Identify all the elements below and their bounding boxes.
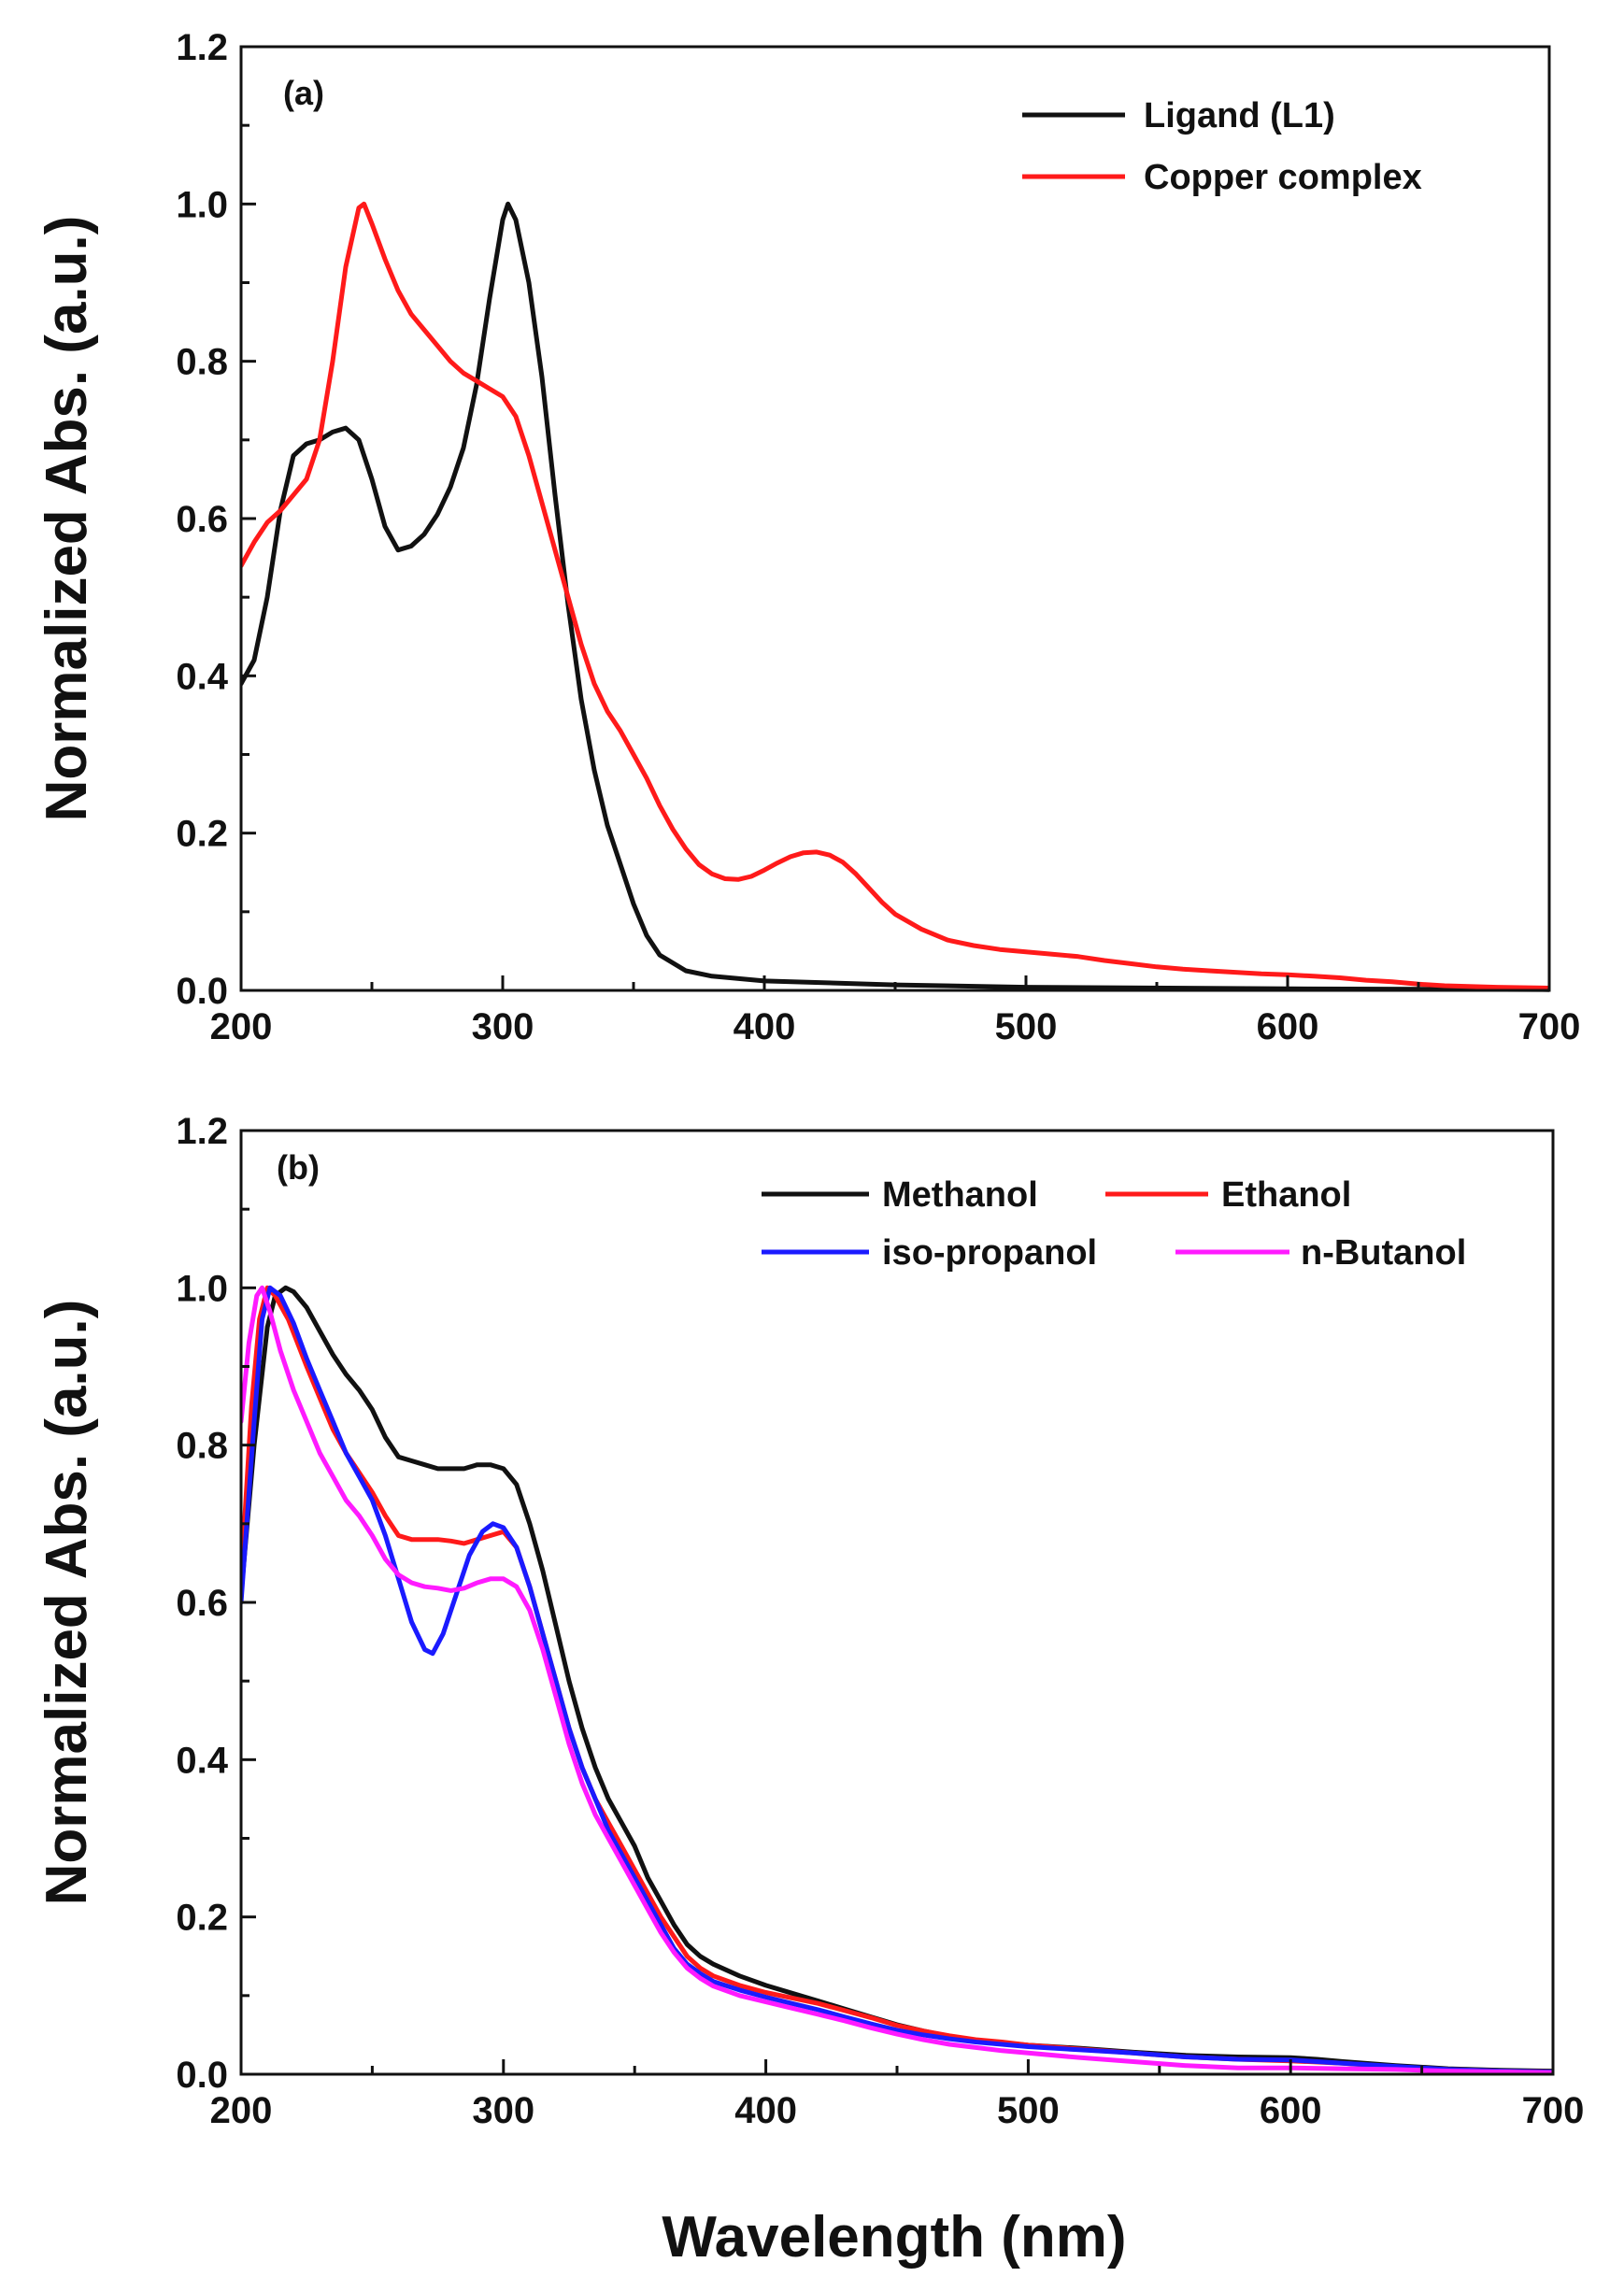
y-tick-label: 0.2 bbox=[176, 814, 228, 855]
x-tick-label: 300 bbox=[472, 2090, 534, 2131]
legend-label-copper-complex: Copper complex bbox=[1144, 158, 1422, 197]
y-tick-label: 0.8 bbox=[176, 1426, 228, 1467]
series-line-methanol bbox=[241, 1285, 1553, 2074]
x-tick-label: 500 bbox=[997, 2090, 1060, 2131]
panel-label: (b) bbox=[277, 1148, 320, 1187]
x-tick-label: 700 bbox=[1522, 2090, 1585, 2131]
y-tick-label: 0.6 bbox=[176, 499, 228, 540]
panel-label: (a) bbox=[283, 74, 324, 112]
series-line-ethanol bbox=[241, 1285, 1553, 2074]
series-line-copper-complex bbox=[241, 201, 1549, 990]
legend-label-n-butanol: n-Butanol bbox=[1301, 1233, 1466, 1273]
y-tick-label: 0.2 bbox=[176, 1898, 228, 1939]
y-tick-label: 0.0 bbox=[176, 2055, 228, 2096]
x-tick-label: 600 bbox=[1260, 2090, 1322, 2131]
series-line-iso-propanol bbox=[241, 1285, 1553, 2074]
panel-b: 200 300 400 500 600 700 0.0 0.2 0.4 0.6 0.8 1.0 1.2 N… bbox=[35, 1111, 1584, 2131]
panel-a: 200 300 400 500 600 700 0.0 0.2 0.4 0.6 0.8 1.0 1.2 N… bbox=[35, 27, 1580, 1047]
y-tick-label: 1.2 bbox=[176, 1111, 228, 1152]
y-tick-label: 0.4 bbox=[176, 656, 228, 697]
x-tick-label: 200 bbox=[210, 2090, 273, 2131]
x-tick-label: 300 bbox=[472, 1006, 534, 1047]
y-tick-label: 0.0 bbox=[176, 971, 228, 1012]
y-tick-label: 1.2 bbox=[176, 27, 228, 68]
legend: Ligand (L1) Copper complex bbox=[1022, 96, 1422, 197]
x-tick-label: 200 bbox=[210, 1006, 273, 1047]
series-line-n-butanol bbox=[241, 1285, 1553, 2075]
y-tick-label: 0.4 bbox=[176, 1740, 228, 1781]
y-axis-title: Normalized Abs. (a.u.) bbox=[35, 216, 99, 822]
x-tick-label: 700 bbox=[1518, 1006, 1581, 1047]
y-tick-label: 1.0 bbox=[176, 1268, 228, 1309]
x-tick-label: 400 bbox=[734, 1006, 796, 1047]
x-tick-label: 600 bbox=[1257, 1006, 1319, 1047]
series-line-ligand-l1- bbox=[241, 201, 1549, 992]
legend-label-iso-propanol: iso-propanol bbox=[882, 1233, 1097, 1273]
legend-label-ligand-l1-: Ligand (L1) bbox=[1144, 96, 1335, 135]
y-axis-title: Normalized Abs. (a.u.) bbox=[35, 1300, 99, 1906]
legend-label-ethanol: Ethanol bbox=[1221, 1175, 1351, 1215]
y-tick-label: 0.8 bbox=[176, 342, 228, 383]
y-tick-label: 0.6 bbox=[176, 1583, 228, 1624]
y-tick-label: 1.0 bbox=[176, 184, 228, 225]
x-axis-title: Wavelength (nm) bbox=[662, 2205, 1126, 2270]
legend: Methanol Ethanol iso-propanol n-Butanol bbox=[762, 1175, 1466, 1273]
x-tick-label: 400 bbox=[734, 2090, 797, 2131]
x-tick-label: 500 bbox=[995, 1006, 1058, 1047]
legend-label-methanol: Methanol bbox=[882, 1175, 1038, 1215]
